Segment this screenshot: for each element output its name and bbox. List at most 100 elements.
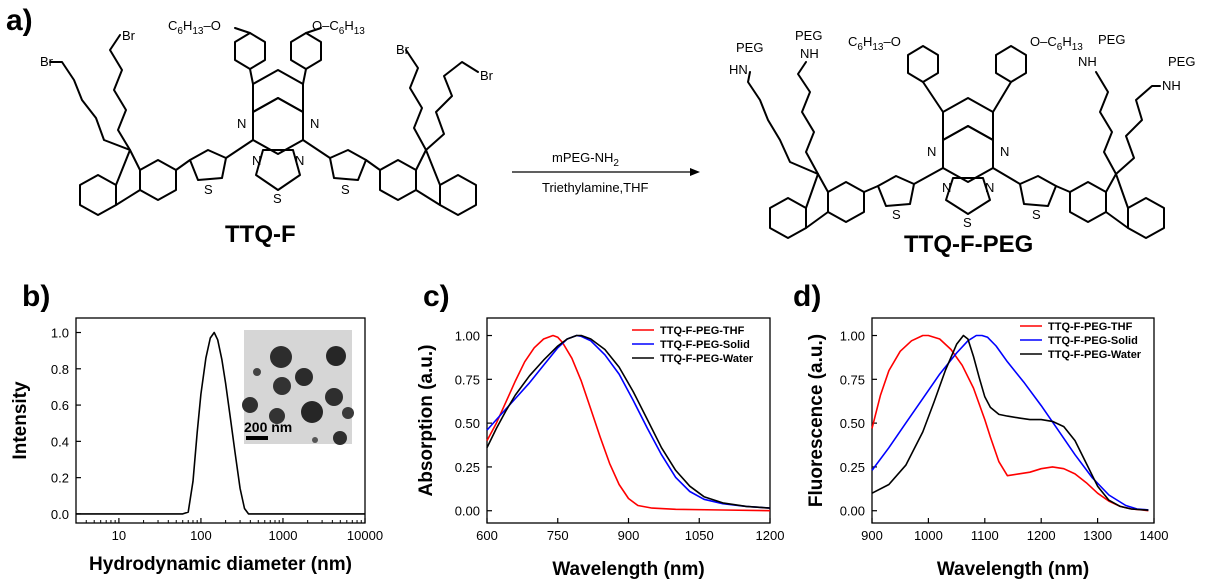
thiophene-left <box>189 149 227 181</box>
fluorene-right-ring2 <box>439 174 477 216</box>
legend-label: TTQ-F-PEG-Solid <box>660 339 750 351</box>
series-line-ttq-f-peg-solid <box>486 334 771 509</box>
series-line-dls <box>76 331 365 515</box>
chart-b: 10 100 1000 10000 0.0 0.2 0.4 0.6 0.8 1.0 Hydrodyn… <box>10 317 383 575</box>
atom-n-left: N <box>237 116 246 131</box>
fluorene-right-ring5 <box>415 149 441 206</box>
atom-n-td-right: N <box>295 153 304 168</box>
fluorene-right-p1 <box>1069 181 1107 223</box>
nh-label-4: NH <box>1162 78 1181 93</box>
atom-s-td: S <box>273 191 282 206</box>
reactant-structure <box>49 27 479 216</box>
x-tick-label: 1400 <box>1140 528 1169 543</box>
core-ring-p <box>942 125 994 183</box>
reactant-atoms: N N N N S S S Br Br Br Br C6H13–O O–C6H1… <box>40 18 494 206</box>
legend-label: TTQ-F-PEG-THF <box>660 325 745 337</box>
aryl-ring-left <box>234 32 266 70</box>
reagent-bottom: Triethylamine,THF <box>542 180 648 195</box>
product-structure <box>747 45 1165 239</box>
thiadiazole-ring-p <box>945 177 991 215</box>
series-line-ttq-f-peg-solid <box>871 334 1149 511</box>
peg-chain-2 <box>747 71 819 175</box>
legend-label: TTQ-F-PEG-Solid <box>1048 335 1138 347</box>
panel-label-a: a) <box>6 4 33 37</box>
fluorene-left-ring2 <box>79 174 117 216</box>
x-tick-label: 1050 <box>685 528 714 543</box>
reagent-top: mPEG-NH2 <box>552 150 619 169</box>
x-axis-label: Wavelength (nm) <box>937 559 1089 580</box>
peg-chain-1 <box>797 61 819 175</box>
nh-label-3: NH <box>1078 54 1097 69</box>
legend-label: TTQ-F-PEG-Water <box>660 353 754 365</box>
series-line-ttq-f-peg-thf <box>871 334 1149 512</box>
hexyloxy-left-p: C6H13–O <box>848 34 901 53</box>
y-tick-label: 0.00 <box>455 504 480 519</box>
product-name: TTQ-F-PEG <box>904 231 1033 258</box>
y-tick-label: 0.75 <box>840 372 865 387</box>
y-tick-label: 0.50 <box>455 416 480 431</box>
scale-bar-label: 200 nm <box>244 419 292 435</box>
plot-frame <box>871 317 1155 524</box>
fluorene-left-p5 <box>805 173 829 229</box>
x-tick-label: 600 <box>476 528 498 543</box>
x-tick-label: 900 <box>861 528 883 543</box>
peg-label-3: PEG <box>1098 32 1125 47</box>
fluorene-right-ring1 <box>379 159 417 201</box>
pyrazine-ring-p <box>942 97 994 141</box>
x-tick-label: 10 <box>112 528 126 543</box>
chart-c: 600 750 900 1050 1200 0.00 0.25 0.50 0.75 1.00 Wav… <box>416 317 784 580</box>
particle <box>333 431 347 445</box>
y-tick-label: 1.00 <box>455 329 480 344</box>
atom-s-thiophene-left: S <box>204 182 213 197</box>
y-tick-label: 0.00 <box>840 504 865 519</box>
particle <box>295 368 313 386</box>
fluorene-right-p5 <box>1105 173 1129 229</box>
fluorene-left-p1 <box>827 181 865 223</box>
thiophene-right-p <box>1019 175 1057 207</box>
reactant-name: TTQ-F <box>225 221 296 248</box>
aryl-ring-right-p <box>995 45 1027 83</box>
y-axis-label: Fluorescence (a.u.) <box>806 334 827 507</box>
peg-chain-4 <box>1115 85 1161 175</box>
thiophene-right <box>329 149 367 181</box>
panel-label-c: c) <box>423 280 450 313</box>
x-tick-label: 750 <box>547 528 569 543</box>
chart-d: 900 1000 1100 1200 1300 1400 0.00 0.25 0.50 0.75 1… <box>806 317 1169 580</box>
y-tick-label: 0.2 <box>51 471 69 486</box>
particle <box>301 401 323 423</box>
thiadiazole-ring <box>255 149 301 191</box>
y-tick-label: 0.50 <box>840 416 865 431</box>
atom-n-td-left-p: N <box>942 180 951 195</box>
fluorene-left-p2 <box>769 197 807 239</box>
series-line-ttq-f-peg-water <box>486 334 771 509</box>
particle <box>325 388 343 406</box>
alkyl-chain-2 <box>49 61 131 151</box>
x-tick-label: 1200 <box>1027 528 1056 543</box>
x-tick-label: 1300 <box>1083 528 1112 543</box>
particle <box>342 407 354 419</box>
atom-n-td-right-p: N <box>985 180 994 195</box>
atom-s-thiophene-left-p: S <box>892 207 901 222</box>
series-line-ttq-f-peg-water <box>871 334 1149 511</box>
particle <box>273 377 291 395</box>
peg-label-2: PEG <box>736 40 763 55</box>
peg-chain-3 <box>1095 71 1117 175</box>
hexyloxy-right-p: O–C6H13 <box>1030 34 1083 53</box>
particle <box>269 408 285 424</box>
atom-n-right: N <box>310 116 319 131</box>
legend-label: TTQ-F-PEG-Water <box>1048 349 1142 361</box>
atom-s-td-p: S <box>963 215 972 230</box>
legend-label: TTQ-F-PEG-THF <box>1048 321 1133 333</box>
atom-s-thiophene-right-p: S <box>1032 207 1041 222</box>
y-tick-label: 1.00 <box>840 329 865 344</box>
aryl-ring-right <box>290 32 322 70</box>
particle <box>326 346 346 366</box>
fluorene-left-ring5 <box>115 149 141 206</box>
atom-n-right-p: N <box>1000 144 1009 159</box>
atom-n-td-left: N <box>252 153 261 168</box>
x-tick-label: 1100 <box>971 528 999 543</box>
nh-label-1: NH <box>800 46 819 61</box>
y-tick-label: 0.25 <box>455 460 480 475</box>
particle <box>270 346 292 368</box>
x-axis-label: Wavelength (nm) <box>552 559 704 580</box>
